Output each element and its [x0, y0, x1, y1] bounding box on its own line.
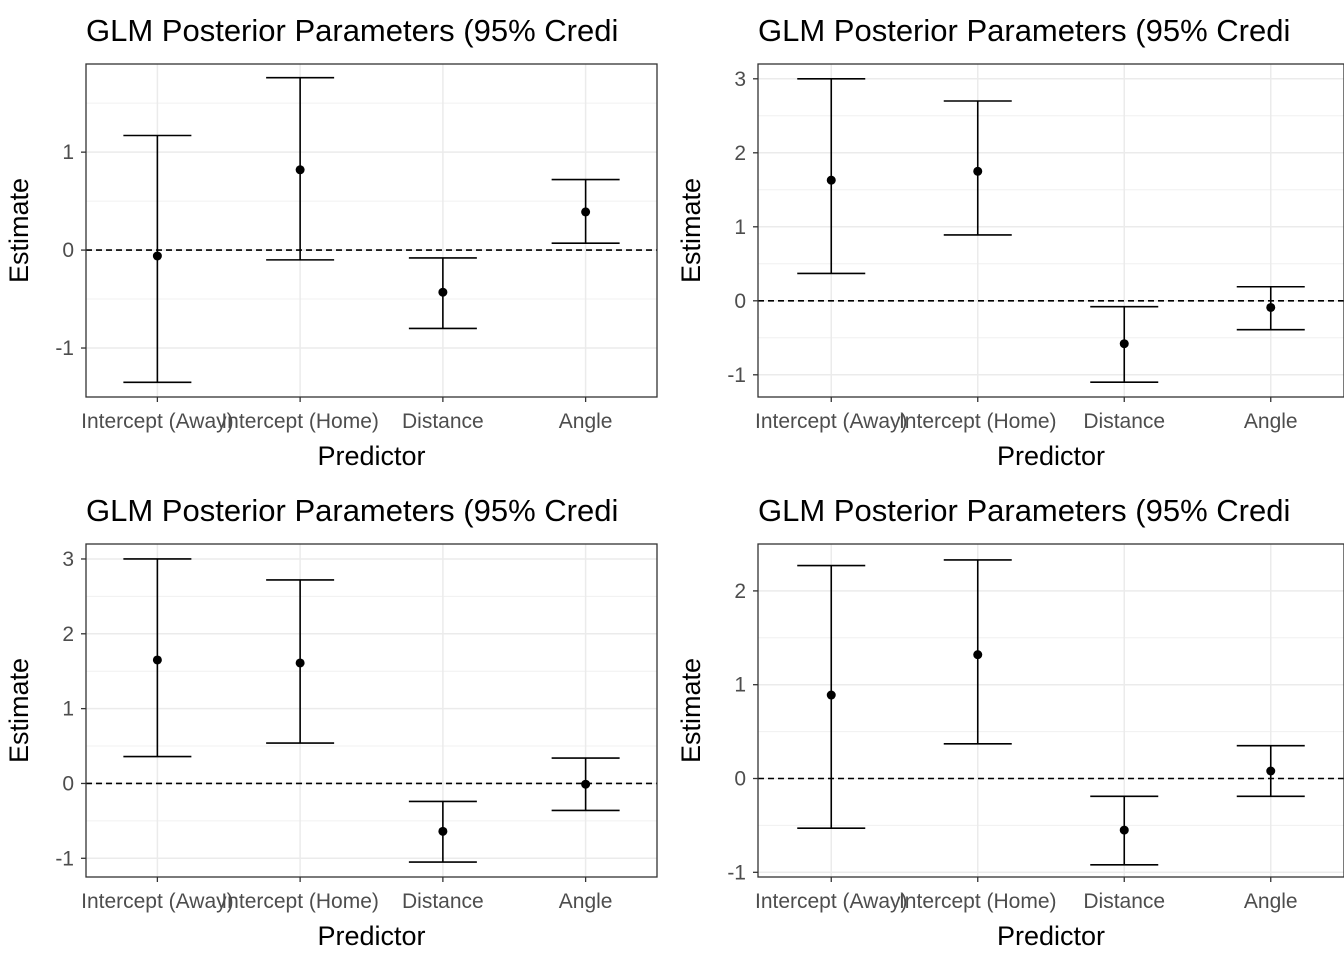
y-tick-label: 2: [734, 580, 746, 603]
chart-title: GLM Posterior Parameters (95% Credi: [758, 493, 1290, 528]
estimate-point: [152, 655, 162, 665]
x-tick-label: Distance: [1083, 410, 1165, 433]
x-tick-label: Intercept (Away): [755, 410, 908, 433]
estimate-point: [826, 690, 836, 700]
plot-area: [758, 544, 1344, 877]
estimate-point: [1266, 766, 1276, 776]
y-axis-title: Estimate: [676, 658, 706, 763]
estimate-point: [438, 826, 448, 836]
x-axis-title: Predictor: [317, 921, 425, 951]
y-tick-label: 1: [734, 216, 746, 239]
y-tick-label: 2: [62, 623, 74, 646]
x-tick-label: Angle: [559, 890, 613, 913]
estimate-point: [581, 207, 591, 217]
estimate-point: [973, 650, 983, 660]
x-tick-label: Distance: [402, 890, 484, 913]
y-axis-title: Estimate: [4, 178, 34, 283]
estimate-point: [295, 658, 305, 668]
chart-title: GLM Posterior Parameters (95% Credi: [86, 13, 618, 48]
x-axis-title: Predictor: [317, 441, 425, 471]
x-axis-title: Predictor: [997, 441, 1105, 471]
x-tick-label: Intercept (Home): [899, 890, 1057, 913]
estimate-point: [152, 251, 162, 261]
y-tick-label: 3: [62, 548, 74, 571]
x-tick-label: Intercept (Home): [899, 410, 1057, 433]
y-axis-title: Estimate: [676, 178, 706, 283]
chart-panel-3: -1 0 1 2 3 Intercept (Away)Intercept (Home) Di…: [4, 493, 658, 951]
y-tick-label: 0: [62, 772, 74, 795]
x-tick-label: Distance: [402, 410, 484, 433]
y-tick-label: 3: [734, 68, 746, 91]
y-axis-title: Estimate: [4, 658, 34, 763]
x-tick-label: Angle: [1244, 410, 1298, 433]
chart-panel-4: -1 0 1 2 Intercept (Away)Intercept (Home) Dis…: [676, 493, 1344, 951]
y-tick-label: -1: [727, 364, 746, 387]
x-tick-label: Distance: [1083, 890, 1165, 913]
y-tick-label: -1: [55, 847, 74, 870]
x-tick-label: Angle: [559, 410, 613, 433]
estimate-point: [295, 165, 305, 175]
y-tick-label: -1: [727, 861, 746, 884]
x-axis-title: Predictor: [997, 921, 1105, 951]
estimate-point: [1119, 825, 1129, 835]
estimate-point: [1119, 339, 1129, 349]
estimate-point: [438, 287, 448, 297]
plot-area: [758, 64, 1344, 397]
y-tick-label: 1: [62, 698, 74, 721]
plot-area: [86, 544, 657, 877]
panel-border: [85, 63, 658, 398]
chart-panel-2: -1 0 1 2 3 Intercept (Away)Intercept (Home) Di…: [676, 13, 1344, 471]
x-tick-label: Intercept (Away): [81, 890, 234, 913]
y-tick-label: 2: [734, 142, 746, 165]
estimate-point: [973, 166, 983, 176]
panel-border: [757, 543, 1344, 878]
estimate-point: [1266, 302, 1276, 312]
y-tick-label: -1: [55, 337, 74, 360]
y-tick-label: 0: [734, 768, 746, 791]
x-tick-label: Intercept (Away): [755, 890, 908, 913]
y-tick-label: 1: [62, 141, 74, 164]
chart-title: GLM Posterior Parameters (95% Credi: [758, 13, 1290, 48]
plot-area: [86, 64, 657, 397]
panel-border: [757, 63, 1344, 398]
x-tick-label: Intercept (Away): [81, 410, 234, 433]
estimate-point: [581, 779, 591, 789]
panel-border: [85, 543, 658, 878]
estimate-point: [826, 175, 836, 185]
x-tick-label: Intercept (Home): [221, 410, 379, 433]
x-tick-label: Intercept (Home): [221, 890, 379, 913]
y-tick-label: 1: [734, 674, 746, 697]
x-tick-label: Angle: [1244, 890, 1298, 913]
chart-title: GLM Posterior Parameters (95% Credi: [86, 493, 618, 528]
y-tick-label: 0: [62, 239, 74, 262]
y-tick-label: 0: [734, 290, 746, 313]
chart-panel-1: -1 0 1 Intercept (Away)Intercept (Home) Dist…: [4, 13, 658, 471]
